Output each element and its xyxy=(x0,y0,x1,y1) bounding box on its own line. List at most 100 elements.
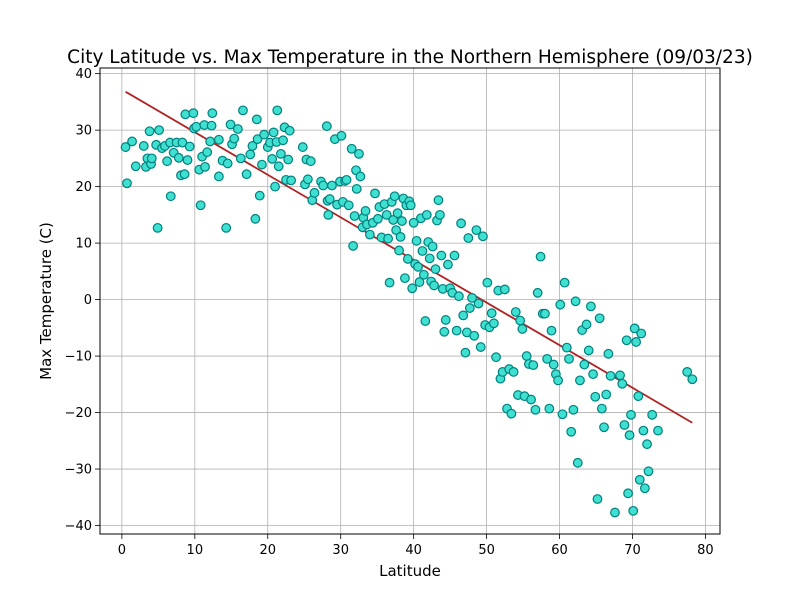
data-point xyxy=(633,391,644,402)
x-tick-label: 20 xyxy=(259,543,276,558)
data-point xyxy=(349,211,360,221)
data-point xyxy=(639,483,650,494)
data-point xyxy=(682,366,693,377)
data-point xyxy=(590,391,601,402)
data-point xyxy=(449,250,460,261)
data-point xyxy=(555,299,566,310)
data-point xyxy=(188,108,199,119)
data-point xyxy=(302,174,313,185)
data-point xyxy=(414,277,425,287)
data-point xyxy=(617,378,628,389)
data-point xyxy=(471,225,482,236)
data-point xyxy=(486,308,497,319)
data-point xyxy=(177,137,188,148)
data-point xyxy=(238,105,248,116)
data-point xyxy=(601,389,612,400)
data-point xyxy=(200,161,210,172)
x-tick-label: 0 xyxy=(118,543,126,558)
data-point xyxy=(417,246,428,256)
data-point xyxy=(381,209,392,220)
data-point xyxy=(120,142,131,152)
data-point xyxy=(575,375,585,386)
data-point xyxy=(180,109,191,120)
data-point xyxy=(405,200,416,211)
data-point xyxy=(267,154,278,164)
data-point xyxy=(623,488,633,499)
data-point xyxy=(528,360,539,371)
data-point xyxy=(221,222,232,233)
data-point xyxy=(397,216,407,226)
data-point xyxy=(553,375,563,386)
data-point xyxy=(235,153,246,164)
data-point xyxy=(653,425,663,436)
data-point xyxy=(478,231,488,242)
ticks-layer: 0 10 20 30 40 50 60 70 80 −40 −30 −20 −10 0 10 20 30 40 xyxy=(65,67,714,558)
data-point xyxy=(626,409,636,420)
data-point xyxy=(532,287,543,298)
data-point xyxy=(572,457,583,468)
data-point xyxy=(643,466,654,477)
data-point xyxy=(327,180,337,191)
data-point xyxy=(615,370,625,381)
data-point xyxy=(421,209,432,220)
data-point xyxy=(252,134,263,145)
data-point xyxy=(605,370,616,381)
data-point xyxy=(138,141,149,151)
data-point xyxy=(628,505,639,516)
data-point xyxy=(561,342,572,353)
data-point xyxy=(257,159,267,170)
data-point xyxy=(638,425,649,436)
data-point xyxy=(122,178,132,189)
data-point xyxy=(440,315,451,325)
y-tick-label: 40 xyxy=(75,67,92,82)
data-point xyxy=(205,136,216,147)
data-point xyxy=(451,325,462,336)
data-point xyxy=(402,254,413,264)
data-point xyxy=(418,269,429,280)
data-point xyxy=(162,156,173,167)
data-point xyxy=(420,316,431,326)
data-point xyxy=(687,374,698,385)
data-point xyxy=(596,403,607,414)
data-point xyxy=(364,229,375,240)
data-point xyxy=(599,422,609,433)
data-point xyxy=(408,217,419,228)
data-point xyxy=(435,209,445,220)
data-point xyxy=(245,149,256,160)
data-point xyxy=(346,143,357,154)
data-point xyxy=(355,171,366,182)
data-point xyxy=(195,200,206,211)
data-point xyxy=(241,169,252,180)
data-point xyxy=(278,135,288,146)
data-point xyxy=(213,134,224,145)
y-tick-label: 10 xyxy=(75,237,92,252)
data-point xyxy=(619,420,630,430)
data-point xyxy=(568,404,579,415)
data-point xyxy=(321,121,332,132)
data-point xyxy=(259,129,270,140)
data-point xyxy=(583,345,594,356)
data-point xyxy=(127,136,137,147)
data-point xyxy=(460,347,471,358)
y-tick-label: 0 xyxy=(84,293,92,308)
data-point xyxy=(395,231,406,242)
y-axis-label: Max Temperature (C) xyxy=(37,222,55,380)
data-point xyxy=(411,235,422,246)
data-point xyxy=(624,430,635,441)
data-point xyxy=(389,191,400,202)
data-point xyxy=(341,174,352,185)
x-tick-label: 30 xyxy=(332,543,349,558)
data-point xyxy=(594,313,605,324)
data-point xyxy=(491,352,501,363)
x-axis-label: Latitude xyxy=(379,562,441,580)
data-point xyxy=(566,426,577,437)
data-point xyxy=(647,409,658,420)
data-point xyxy=(439,326,450,337)
data-point xyxy=(548,359,559,370)
data-point xyxy=(631,337,642,347)
data-point xyxy=(456,218,466,229)
data-point xyxy=(354,148,364,159)
data-point xyxy=(636,328,647,339)
data-point xyxy=(535,251,546,262)
